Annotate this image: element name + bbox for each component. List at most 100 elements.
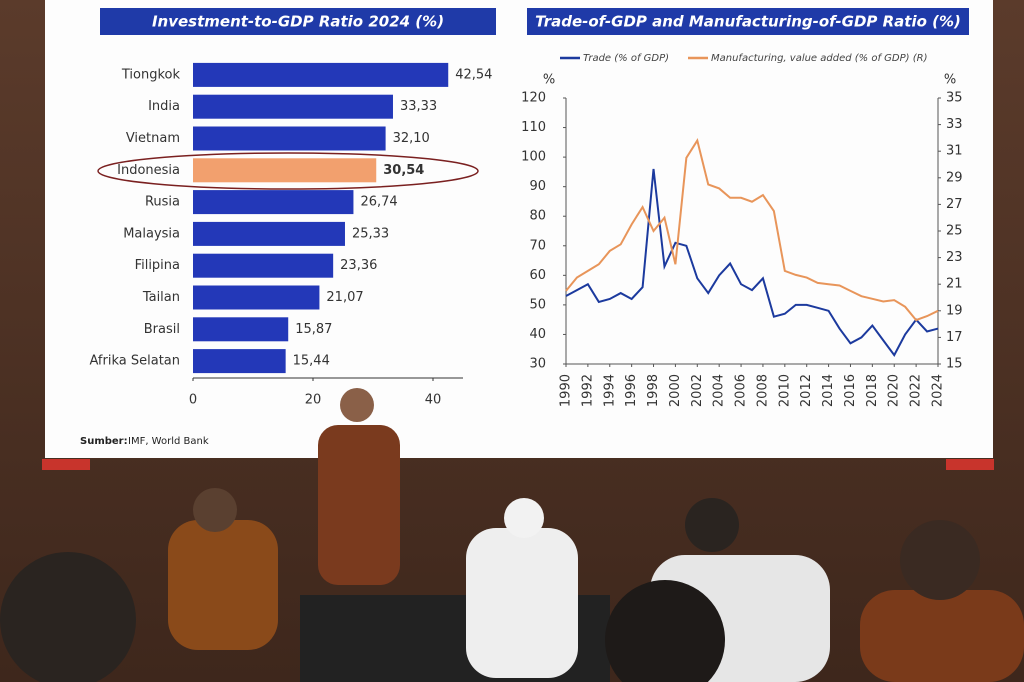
y2-tick-label: 33	[946, 117, 963, 132]
x-tick-label: 2012	[799, 374, 814, 407]
y2-tick-label: 23	[946, 250, 963, 265]
category-label: Tiongkok	[121, 67, 181, 82]
chart-title: Investment-to-GDP Ratio 2024 (%)	[152, 13, 444, 31]
speaker	[318, 425, 400, 585]
y-tick-label: 110	[521, 120, 546, 135]
title-banner	[527, 8, 969, 35]
bar	[193, 190, 354, 215]
person	[860, 590, 1024, 682]
y2-tick-label: 27	[946, 197, 963, 212]
value-label: 25,33	[352, 226, 389, 241]
x-tick-label: 1990	[559, 374, 574, 407]
bar	[193, 253, 334, 278]
y-tick-label: 40	[529, 327, 546, 342]
category-label: Afrika Selatan	[90, 354, 181, 369]
value-label: 21,07	[326, 290, 363, 305]
y-axis-label: %	[543, 73, 555, 88]
x-tick-label: 1996	[624, 374, 639, 407]
category-label: Brasil	[144, 322, 180, 337]
category-label: Filipina	[135, 258, 180, 273]
bar	[193, 285, 320, 310]
series-line	[565, 168, 939, 358]
bar	[193, 158, 377, 183]
x-tick-label: 20	[305, 393, 322, 408]
category-label: Rusia	[145, 195, 180, 210]
y2-tick-label: 35	[946, 91, 963, 106]
x-tick-label: 2004	[712, 374, 727, 407]
y-tick-label: 120	[521, 91, 546, 106]
x-tick-label: 2022	[909, 374, 924, 407]
head	[605, 580, 725, 682]
value-label: 42,54	[455, 67, 492, 82]
source: IMF, World Bank	[128, 436, 209, 447]
speaker-head	[340, 388, 374, 422]
x-tick-label: 2006	[734, 374, 749, 407]
head	[900, 520, 980, 600]
x-tick-label: 1994	[602, 374, 617, 407]
y-tick-label: 90	[529, 179, 546, 194]
y-tick-label: 60	[529, 268, 546, 283]
head	[685, 498, 739, 552]
value-label: 26,74	[360, 195, 397, 210]
y2-axis-label: %	[944, 73, 956, 88]
category-label: Vietnam	[126, 131, 180, 146]
x-tick-label: 2008	[755, 374, 770, 407]
x-tick-label: 0	[189, 393, 197, 408]
y2-tick-label: 21	[946, 277, 963, 292]
y2-tick-label: 25	[946, 224, 963, 239]
bar	[193, 221, 345, 246]
y-tick-label: 30	[529, 357, 546, 372]
x-tick-label: 2018	[865, 374, 880, 407]
bar	[193, 94, 393, 119]
value-label: 30,54	[383, 163, 424, 178]
person	[466, 528, 578, 678]
logo	[42, 459, 90, 470]
bar	[193, 317, 289, 342]
y-tick-label: 80	[529, 209, 546, 224]
value-label: 23,36	[340, 258, 377, 273]
x-tick-label: 1998	[646, 374, 661, 407]
y2-tick-label: 19	[946, 303, 963, 318]
legend-label: Manufacturing, value added (% of GDP) (R…	[711, 53, 927, 64]
y2-tick-label: 15	[946, 357, 963, 372]
logo	[946, 459, 994, 470]
x-tick-label: 2000	[668, 374, 683, 407]
y-tick-label: 50	[529, 297, 546, 312]
x-tick-label: 2016	[843, 374, 858, 407]
value-label: 15,87	[295, 322, 332, 337]
category-label: India	[148, 99, 180, 114]
source-label: Sumber:	[80, 436, 128, 447]
bar	[193, 62, 449, 87]
x-tick-label: 2002	[690, 374, 705, 407]
bar	[193, 126, 386, 151]
audience	[0, 388, 1024, 682]
category-label: Malaysia	[123, 226, 180, 241]
x-tick-label: 1992	[580, 374, 595, 407]
y-tick-label: 100	[521, 150, 546, 165]
value-label: 15,44	[293, 354, 330, 369]
value-label: 32,10	[393, 131, 430, 146]
head	[504, 498, 544, 538]
y2-tick-label: 17	[946, 330, 963, 345]
highlight-ellipse	[97, 152, 479, 190]
x-tick-label: 40	[425, 393, 442, 408]
y-tick-label: 70	[529, 238, 546, 253]
category-label: Tailan	[142, 290, 180, 305]
y2-tick-label: 29	[946, 170, 963, 185]
value-label: 33,33	[400, 99, 437, 114]
x-tick-label: 2020	[887, 374, 902, 407]
head	[0, 552, 136, 682]
chart-title: Trade-of-GDP and Manufacturing-of-GDP Ra…	[535, 13, 961, 31]
category-label: Indonesia	[117, 163, 180, 178]
head	[193, 488, 237, 532]
legend-label: Trade (% of GDP)	[583, 53, 669, 64]
x-tick-label: 2024	[931, 374, 946, 407]
x-tick-label: 2014	[821, 374, 836, 407]
person	[168, 520, 278, 650]
bar	[193, 349, 286, 374]
series-line	[565, 138, 939, 322]
x-tick-label: 2010	[777, 374, 792, 407]
y2-tick-label: 31	[946, 144, 963, 159]
